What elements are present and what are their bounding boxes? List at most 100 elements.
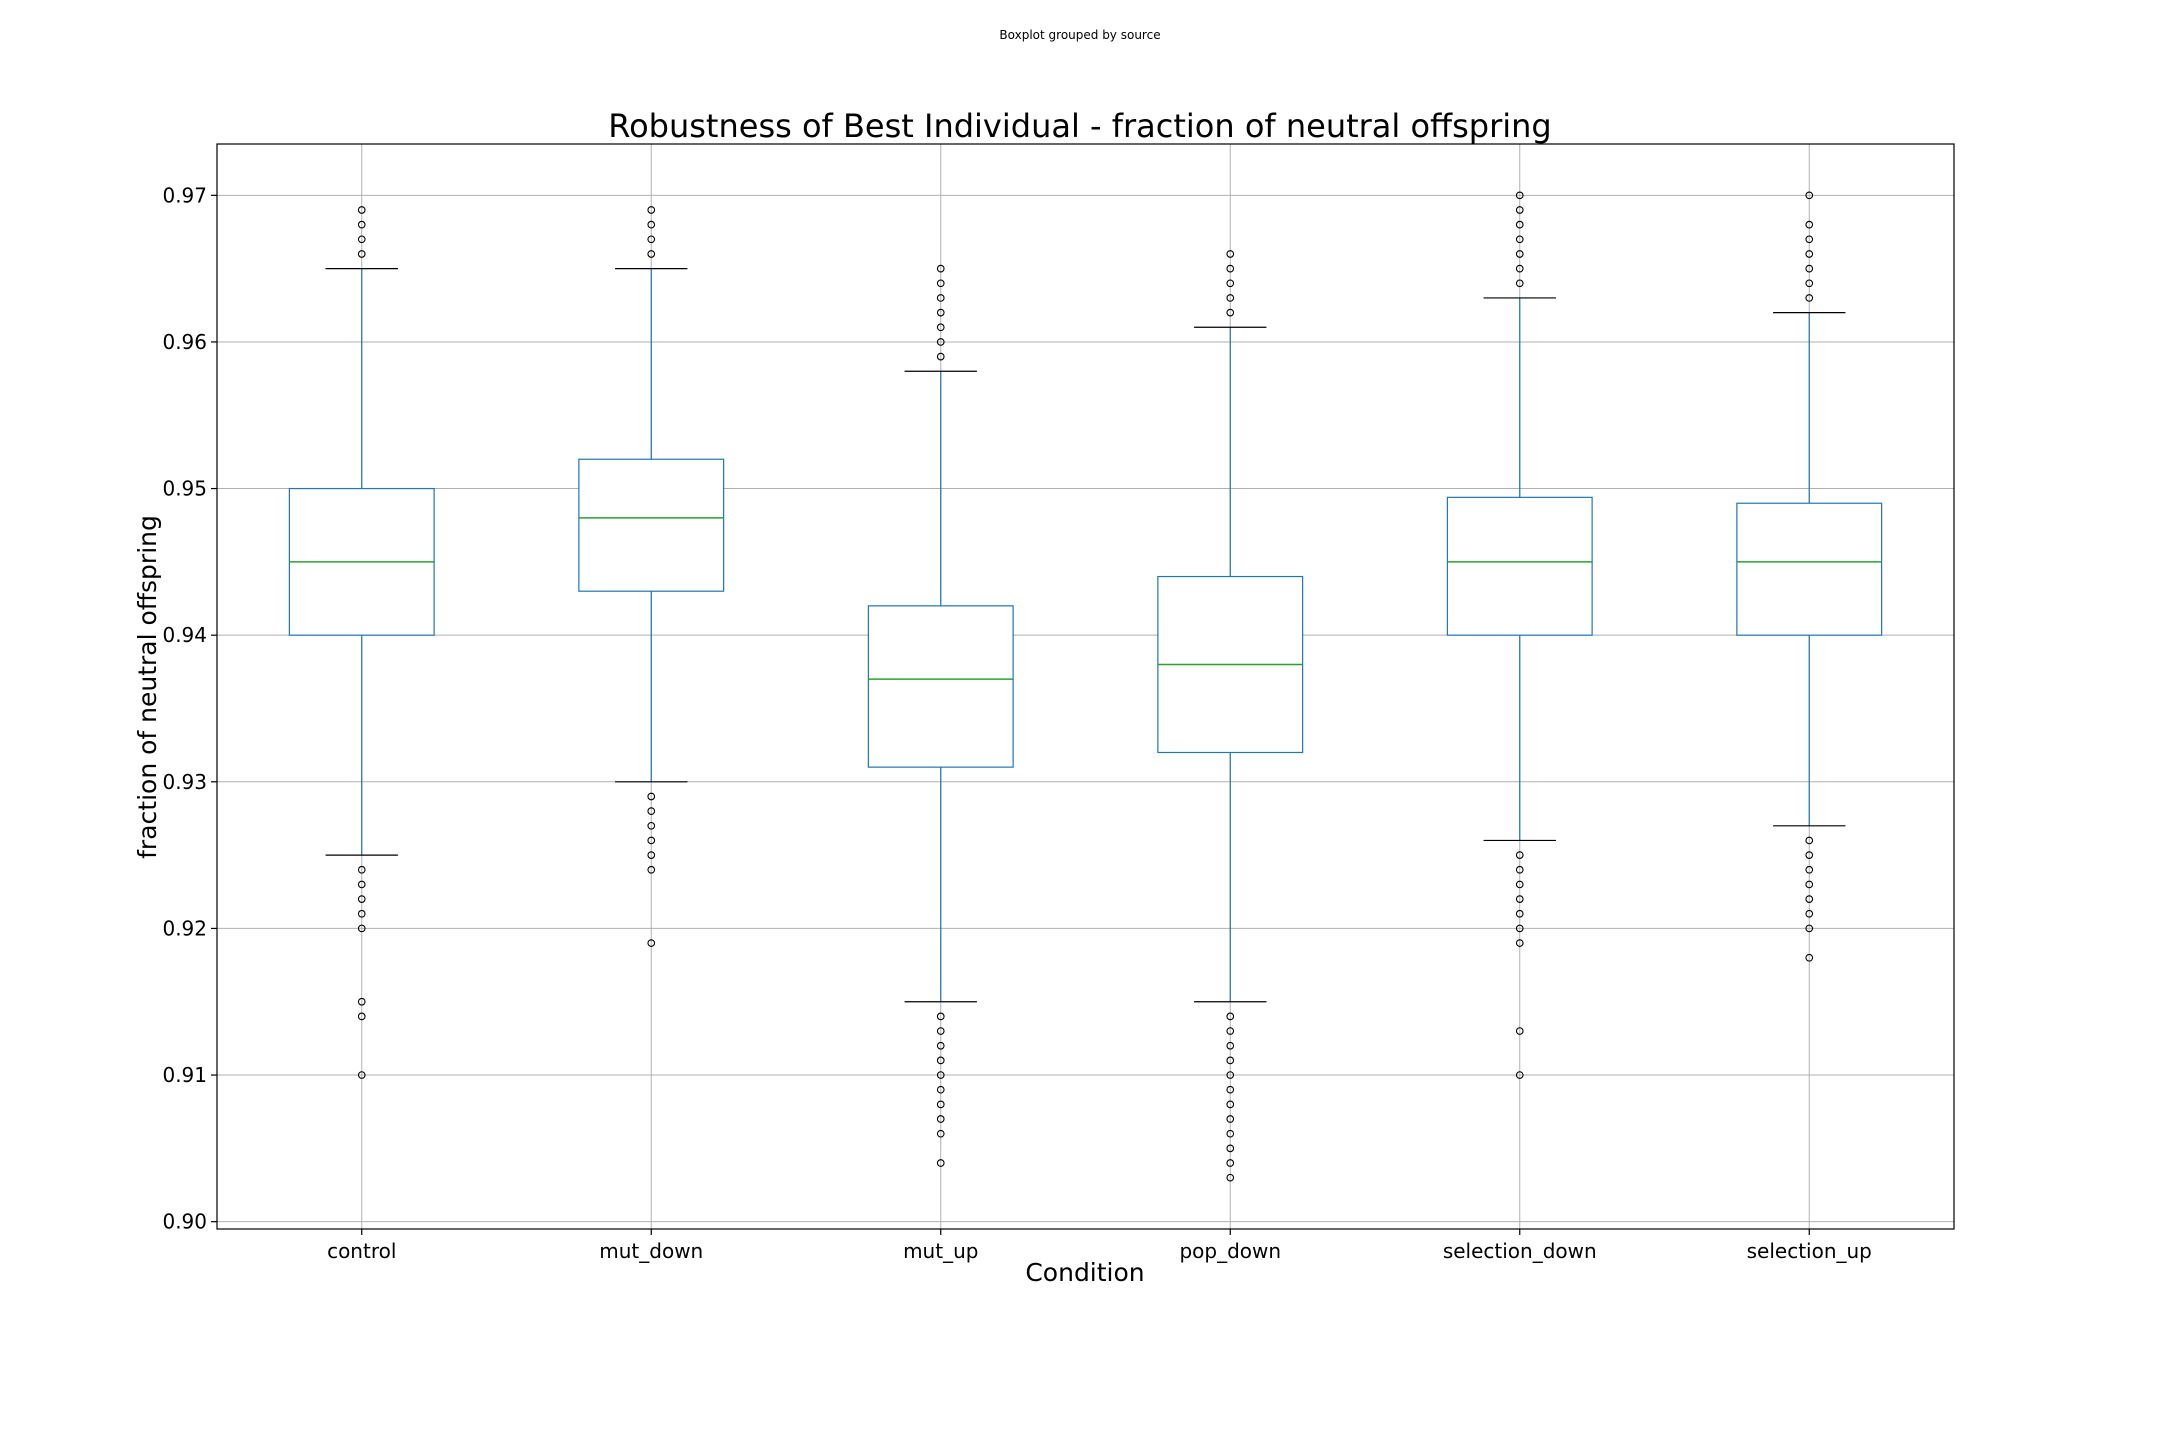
x-axis: control mut_down mut_up pop_down selection_d…	[327, 1229, 1872, 1263]
outlier-point	[647, 250, 656, 258]
outlier-point	[936, 1012, 945, 1021]
outlier-point	[357, 1012, 366, 1021]
y-axis-label: fraction of neutral offspring	[133, 515, 162, 859]
outlier-point	[1805, 953, 1814, 962]
y-tick-label: 0.92	[162, 916, 207, 940]
outlier-point	[936, 1027, 945, 1035]
outlier-point	[1805, 895, 1814, 903]
outlier-point	[1805, 909, 1814, 918]
outlier-point	[1515, 865, 1524, 874]
outlier-point	[1805, 264, 1814, 273]
outlier-point	[1226, 1027, 1235, 1035]
outlier-point	[357, 895, 366, 903]
outlier-point	[1226, 1129, 1235, 1138]
outlier-point	[1805, 851, 1814, 859]
outlier-point	[936, 323, 945, 332]
box-series	[288, 191, 1883, 1182]
outlier-point	[1515, 895, 1524, 903]
outlier-point	[1226, 1159, 1235, 1167]
x-tick-label: mut_up	[903, 1239, 978, 1263]
outlier-point	[936, 1071, 945, 1079]
outlier-point	[647, 851, 656, 859]
outlier-point	[647, 220, 656, 229]
outlier-point	[357, 909, 366, 918]
figure-suptitle: Boxplot grouped by source	[999, 28, 1160, 42]
outlier-point	[1805, 235, 1814, 244]
y-tick-label: 0.90	[162, 1210, 207, 1234]
box-mut_down	[578, 206, 725, 947]
outlier-point	[936, 1129, 945, 1138]
outlier-point	[1805, 865, 1814, 874]
outlier-point	[1515, 235, 1524, 244]
outlier-point	[357, 865, 366, 874]
outlier-point	[357, 206, 366, 214]
outlier-point	[936, 1056, 945, 1065]
outlier-point	[1515, 1071, 1524, 1079]
outlier-point	[647, 821, 656, 830]
x-tick-label: pop_down	[1179, 1239, 1281, 1263]
outlier-point	[936, 1115, 945, 1123]
outlier-point	[1805, 294, 1814, 302]
outlier-point	[357, 924, 366, 933]
outlier-point	[357, 880, 366, 889]
outlier-point	[1226, 1041, 1235, 1050]
interquartile-box	[1736, 502, 1883, 636]
outlier-point	[1515, 264, 1524, 273]
outlier-point	[936, 294, 945, 302]
outlier-point	[1515, 250, 1524, 258]
plot-area-frame	[216, 143, 1955, 1230]
outlier-point	[1226, 1144, 1235, 1153]
outlier-point	[1226, 1085, 1235, 1094]
outlier-point	[1226, 264, 1235, 273]
outlier-point	[936, 352, 945, 361]
outlier-point	[647, 807, 656, 815]
outlier-point	[1226, 1012, 1235, 1021]
outlier-point	[1226, 1115, 1235, 1123]
outlier-point	[1515, 191, 1524, 200]
box-control	[288, 206, 435, 1079]
outlier-point	[1515, 880, 1524, 889]
outlier-point	[647, 836, 656, 845]
outlier-point	[647, 206, 656, 214]
box-selection_down	[1446, 191, 1593, 1079]
outlier-point	[357, 235, 366, 244]
box-selection_up	[1736, 191, 1883, 962]
outlier-point	[1515, 939, 1524, 947]
outlier-point	[1226, 279, 1235, 288]
outlier-point	[1226, 1173, 1235, 1182]
outlier-point	[1226, 250, 1235, 258]
outlier-point	[1515, 206, 1524, 214]
x-tick-label: control	[327, 1239, 396, 1263]
outlier-point	[936, 1159, 945, 1167]
y-tick-label: 0.91	[162, 1063, 207, 1087]
outlier-point	[1515, 220, 1524, 229]
outlier-point	[1226, 294, 1235, 302]
outlier-point	[1805, 220, 1814, 229]
outlier-point	[1226, 1056, 1235, 1065]
y-tick-label: 0.93	[162, 770, 207, 794]
outlier-point	[1226, 1071, 1235, 1079]
outlier-point	[357, 250, 366, 258]
chart-title: Robustness of Best Individual - fraction…	[608, 107, 1551, 145]
outlier-point	[1515, 1027, 1524, 1035]
outlier-point	[1805, 836, 1814, 845]
outlier-point	[1805, 924, 1814, 933]
outlier-point	[936, 308, 945, 317]
outlier-point	[936, 279, 945, 288]
x-tick-label: selection_down	[1443, 1239, 1597, 1263]
outlier-point	[357, 997, 366, 1006]
outlier-point	[647, 792, 656, 801]
outlier-point	[1226, 1100, 1235, 1109]
x-tick-label: selection_up	[1747, 1239, 1872, 1263]
y-tick-label: 0.96	[162, 330, 207, 354]
y-tick-label: 0.94	[162, 623, 207, 647]
outlier-point	[936, 1100, 945, 1109]
interquartile-box	[578, 458, 725, 592]
outlier-point	[1805, 279, 1814, 288]
outlier-point	[357, 1071, 366, 1079]
y-tick-label: 0.97	[162, 183, 207, 207]
outlier-point	[1226, 308, 1235, 317]
box-mut_up	[867, 264, 1014, 1167]
